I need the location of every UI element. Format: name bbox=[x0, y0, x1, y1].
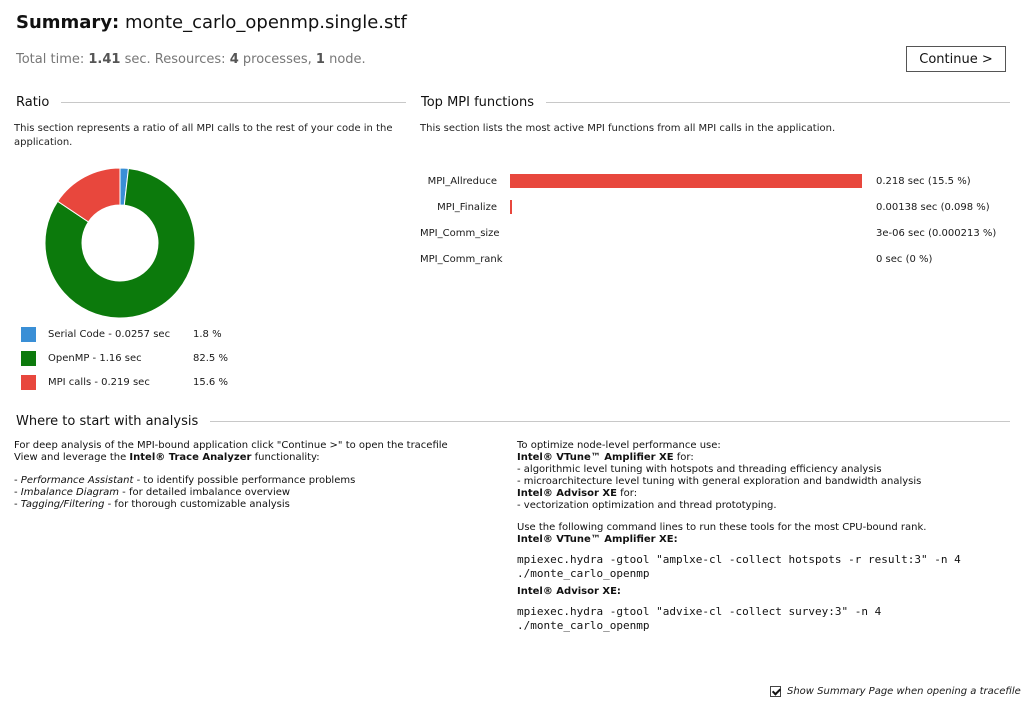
analysis-left-intro: For deep analysis of the MPI-bound appli… bbox=[14, 440, 448, 451]
title-label: Summary: bbox=[16, 12, 120, 33]
vtune-item: - algorithmic level tuning with hotspots… bbox=[517, 464, 882, 475]
top-mpi-heading-text: Top MPI functions bbox=[421, 95, 534, 110]
legend-swatch-openmp bbox=[21, 350, 36, 366]
item-desc: - for thorough customizable analysis bbox=[104, 499, 290, 510]
top-mpi-divider bbox=[545, 102, 1010, 103]
mpi-bar bbox=[510, 174, 862, 188]
total-time-value: 1.41 bbox=[88, 52, 121, 67]
top-mpi-heading: Top MPI functions bbox=[421, 95, 1010, 110]
legend-swatch-mpi bbox=[21, 374, 36, 390]
mpi-bar bbox=[510, 200, 513, 214]
vtune-command-cont[interactable]: ./monte_carlo_openmp bbox=[517, 567, 650, 580]
ratio-legend: Serial Code - 0.0257 sec 1.8 % OpenMP - … bbox=[21, 322, 228, 394]
analysis-left-intro-2: View and leverage the Intel® Trace Analy… bbox=[14, 452, 448, 464]
mpi-function-list: MPI_Allreduce 0.218 sec (15.5 %) MPI_Fin… bbox=[420, 168, 996, 272]
ratio-description: This section represents a ratio of all M… bbox=[14, 123, 393, 148]
vtune-name: Intel® VTune™ Amplifier XE bbox=[517, 452, 674, 463]
mpi-value: 0.218 sec (15.5 %) bbox=[876, 175, 971, 187]
legend-percent-openmp: 82.5 % bbox=[193, 352, 228, 364]
vtune-command[interactable]: mpiexec.hydra -gtool "amplxe-cl -collect… bbox=[517, 553, 961, 566]
show-summary-option[interactable]: Show Summary Page when opening a tracefi… bbox=[770, 686, 1021, 697]
title-filename: monte_carlo_openmp.single.stf bbox=[124, 12, 407, 33]
analysis-heading: Where to start with analysis bbox=[16, 414, 1010, 429]
item-desc: - for detailed imbalance overview bbox=[118, 487, 291, 498]
legend-label-openmp: OpenMP - 1.16 sec bbox=[48, 352, 142, 364]
mpi-row-finalize: MPI_Finalize 0.00138 sec (0.098 %) bbox=[420, 194, 996, 220]
mpi-name: MPI_Comm_size bbox=[420, 227, 500, 239]
analysis-right: To optimize node-level performance use: … bbox=[517, 440, 961, 633]
legend-swatch-serial bbox=[21, 326, 36, 342]
item-title: Imbalance Diagram bbox=[20, 487, 119, 498]
node-level-intro: To optimize node-level performance use: bbox=[517, 440, 721, 451]
analysis-item: - Imbalance Diagram - for detailed imbal… bbox=[14, 487, 291, 498]
show-summary-label: Show Summary Page when opening a tracefi… bbox=[787, 686, 1021, 697]
legend-label-serial: Serial Code - 0.0257 sec bbox=[48, 328, 171, 340]
summary-stats: Total time: 1.41 sec. Resources: 4 proce… bbox=[16, 52, 366, 67]
intro-text-end: functionality: bbox=[251, 452, 320, 463]
legend-percent-serial: 1.8 % bbox=[193, 328, 222, 340]
nodes-label: node. bbox=[329, 52, 366, 67]
legend-item-openmp: OpenMP - 1.16 sec 82.5 % bbox=[21, 346, 228, 370]
ratio-heading: Ratio bbox=[16, 95, 406, 110]
mpi-name: MPI_Finalize bbox=[437, 201, 497, 213]
item-desc: - to identify possible performance probl… bbox=[133, 475, 356, 486]
advisor-cmd-label: Intel® Advisor XE: bbox=[517, 586, 621, 597]
mpi-row-allreduce: MPI_Allreduce 0.218 sec (15.5 %) bbox=[420, 168, 996, 194]
analysis-heading-text: Where to start with analysis bbox=[16, 414, 199, 429]
advisor-command-cont[interactable]: ./monte_carlo_openmp bbox=[517, 619, 650, 632]
nodes-value: 1 bbox=[315, 52, 325, 67]
advisor-line: Intel® Advisor XE for: bbox=[517, 488, 961, 500]
advisor-item: - vectorization optimization and thread … bbox=[517, 500, 777, 511]
analysis-item: - Tagging/Filtering - for thorough custo… bbox=[14, 499, 290, 510]
ratio-divider bbox=[61, 102, 406, 103]
continue-button[interactable]: Continue > bbox=[906, 46, 1006, 72]
intro-text: View and leverage the bbox=[14, 452, 130, 463]
for-suffix: for: bbox=[673, 452, 694, 463]
top-mpi-description: This section lists the most active MPI f… bbox=[420, 123, 836, 134]
for-suffix: for: bbox=[616, 488, 638, 499]
advisor-command[interactable]: mpiexec.hydra -gtool "advixe-cl -collect… bbox=[517, 605, 882, 618]
donut-slice-mpi bbox=[56, 168, 121, 223]
mpi-value: 0 sec (0 %) bbox=[876, 253, 933, 265]
mpi-value: 0.00138 sec (0.098 %) bbox=[876, 201, 990, 213]
vtune-cmd-label: Intel® VTune™ Amplifier XE: bbox=[517, 534, 678, 545]
analysis-divider bbox=[210, 421, 1010, 422]
ratio-donut-chart bbox=[45, 168, 195, 318]
mpi-row-comm-rank: MPI_Comm_rank 0 sec (0 %) bbox=[420, 246, 996, 272]
vtune-item: - microarchitecture level tuning with ge… bbox=[517, 476, 922, 487]
processes-value: 4 bbox=[229, 52, 239, 67]
analysis-item: - Performance Assistant - to identify po… bbox=[14, 475, 356, 486]
cmd-intro: Use the following command lines to run t… bbox=[517, 522, 927, 533]
legend-label-mpi: MPI calls - 0.219 sec bbox=[48, 376, 150, 388]
legend-item-serial: Serial Code - 0.0257 sec 1.8 % bbox=[21, 322, 228, 346]
mpi-name: MPI_Allreduce bbox=[427, 175, 497, 187]
show-summary-checkbox[interactable] bbox=[770, 686, 781, 697]
total-time-label: Total time: bbox=[16, 52, 85, 67]
mpi-name: MPI_Comm_rank bbox=[420, 253, 503, 265]
donut-slice-openmp bbox=[45, 168, 195, 318]
legend-percent-mpi: 15.6 % bbox=[193, 376, 228, 388]
advisor-name: Intel® Advisor XE bbox=[517, 488, 617, 499]
mpi-value: 3e-06 sec (0.000213 %) bbox=[876, 227, 997, 239]
processes-label: processes, bbox=[242, 52, 312, 67]
resources-label: sec. Resources: bbox=[124, 52, 226, 67]
ratio-heading-text: Ratio bbox=[16, 95, 50, 110]
item-title: Performance Assistant bbox=[20, 475, 134, 486]
trace-analyzer-name: Intel® Trace Analyzer bbox=[129, 452, 252, 463]
vtune-line: Intel® VTune™ Amplifier XE for: bbox=[517, 452, 961, 464]
analysis-left: For deep analysis of the MPI-bound appli… bbox=[14, 440, 448, 511]
item-title: Tagging/Filtering bbox=[20, 499, 105, 510]
mpi-row-comm-size: MPI_Comm_size 3e-06 sec (0.000213 %) bbox=[420, 220, 996, 246]
page-title: Summary: monte_carlo_openmp.single.stf bbox=[16, 12, 407, 33]
legend-item-mpi: MPI calls - 0.219 sec 15.6 % bbox=[21, 370, 228, 394]
